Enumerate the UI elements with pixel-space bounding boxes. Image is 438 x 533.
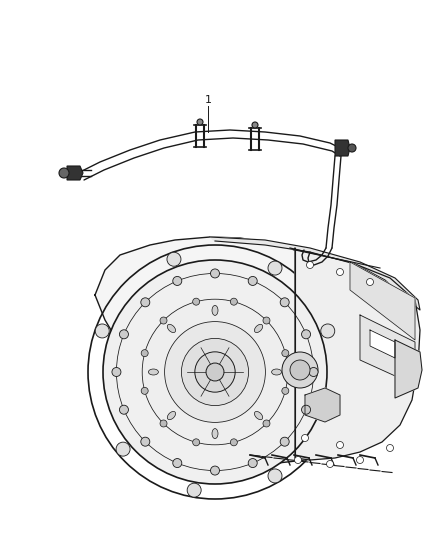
Circle shape <box>321 406 335 420</box>
Circle shape <box>336 441 343 448</box>
Circle shape <box>282 352 318 388</box>
Circle shape <box>230 439 237 446</box>
Polygon shape <box>335 140 350 156</box>
Circle shape <box>326 461 333 467</box>
Circle shape <box>282 350 289 357</box>
Circle shape <box>206 363 224 381</box>
Circle shape <box>321 324 335 338</box>
Circle shape <box>167 252 181 266</box>
Circle shape <box>357 456 364 464</box>
Polygon shape <box>210 237 420 310</box>
Circle shape <box>248 277 257 286</box>
Circle shape <box>142 299 288 445</box>
Polygon shape <box>360 315 415 385</box>
Circle shape <box>173 277 182 286</box>
Ellipse shape <box>212 429 218 439</box>
Circle shape <box>290 360 310 380</box>
Text: 1: 1 <box>205 95 212 105</box>
Circle shape <box>112 367 121 376</box>
Ellipse shape <box>272 369 282 375</box>
Polygon shape <box>305 388 340 422</box>
Circle shape <box>263 420 270 427</box>
Circle shape <box>141 437 150 446</box>
Circle shape <box>141 387 148 394</box>
Circle shape <box>294 456 301 464</box>
Ellipse shape <box>254 324 263 333</box>
Circle shape <box>248 458 257 467</box>
Circle shape <box>195 352 235 392</box>
Circle shape <box>193 439 200 446</box>
Circle shape <box>367 279 374 286</box>
Circle shape <box>211 269 219 278</box>
Circle shape <box>59 168 69 178</box>
Polygon shape <box>67 166 83 180</box>
Circle shape <box>301 330 311 339</box>
Circle shape <box>301 405 311 414</box>
Circle shape <box>268 261 282 275</box>
Circle shape <box>187 483 201 497</box>
Ellipse shape <box>254 411 263 419</box>
Circle shape <box>116 442 130 456</box>
Circle shape <box>230 298 237 305</box>
Ellipse shape <box>148 369 159 375</box>
Circle shape <box>120 405 128 414</box>
Circle shape <box>120 330 128 339</box>
Polygon shape <box>290 248 420 460</box>
Circle shape <box>197 119 203 125</box>
Circle shape <box>141 298 150 307</box>
Circle shape <box>307 262 314 269</box>
Circle shape <box>193 298 200 305</box>
Ellipse shape <box>212 305 218 316</box>
Circle shape <box>268 469 282 483</box>
Ellipse shape <box>167 411 176 419</box>
Circle shape <box>336 269 343 276</box>
Circle shape <box>263 317 270 324</box>
Circle shape <box>386 445 393 451</box>
Polygon shape <box>395 340 422 398</box>
Circle shape <box>103 260 327 484</box>
Circle shape <box>181 338 249 406</box>
Circle shape <box>280 298 289 307</box>
Polygon shape <box>95 237 368 463</box>
Polygon shape <box>370 330 395 358</box>
Circle shape <box>211 466 219 475</box>
Circle shape <box>280 437 289 446</box>
Circle shape <box>282 387 289 394</box>
Ellipse shape <box>167 324 176 333</box>
Circle shape <box>301 434 308 441</box>
Circle shape <box>160 317 167 324</box>
Circle shape <box>348 144 356 152</box>
Polygon shape <box>350 262 415 340</box>
Circle shape <box>252 122 258 128</box>
Circle shape <box>173 458 182 467</box>
Circle shape <box>95 324 109 338</box>
Circle shape <box>309 367 318 376</box>
Circle shape <box>165 321 265 422</box>
Circle shape <box>141 350 148 357</box>
Circle shape <box>160 420 167 427</box>
